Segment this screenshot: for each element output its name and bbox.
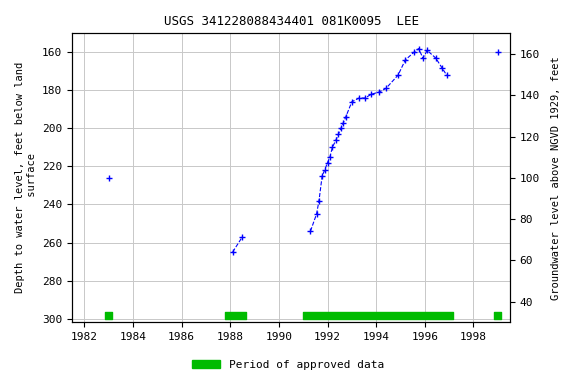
Y-axis label: Groundwater level above NGVD 1929, feet: Groundwater level above NGVD 1929, feet bbox=[551, 56, 561, 300]
Y-axis label: Depth to water level, feet below land
 surface: Depth to water level, feet below land su… bbox=[15, 62, 37, 293]
Legend: Period of approved data: Period of approved data bbox=[188, 356, 388, 375]
Title: USGS 341228088434401 081K0095  LEE: USGS 341228088434401 081K0095 LEE bbox=[164, 15, 419, 28]
